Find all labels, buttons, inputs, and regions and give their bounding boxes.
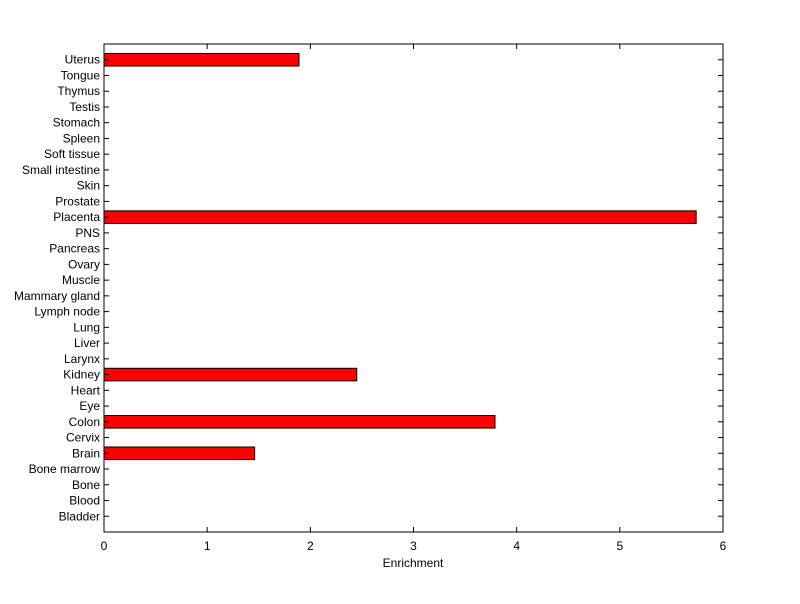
x-tick-label: 0 bbox=[101, 539, 108, 553]
y-tick-label: Tongue bbox=[61, 68, 101, 82]
y-tick-label: Mammary gland bbox=[14, 289, 100, 303]
y-tick-label: Eye bbox=[79, 399, 100, 413]
y-tick-label: Stomach bbox=[53, 116, 100, 130]
y-tick-label: Bone bbox=[72, 478, 100, 492]
y-tick-label: Lymph node bbox=[34, 305, 100, 319]
y-tick-label: Ovary bbox=[68, 257, 100, 271]
y-tick-label: Testis bbox=[69, 100, 100, 114]
x-tick-label: 3 bbox=[410, 539, 417, 553]
y-tick-label: Heart bbox=[71, 383, 101, 397]
bar-brain bbox=[103, 446, 256, 461]
bar-kidney bbox=[103, 367, 358, 382]
y-tick-label: Colon bbox=[69, 415, 100, 429]
bar-uterus bbox=[103, 52, 300, 67]
x-tick-label: 6 bbox=[720, 539, 727, 553]
y-tick-label: Prostate bbox=[55, 194, 100, 208]
x-tick-label: 5 bbox=[616, 539, 623, 553]
y-tick-label: Brain bbox=[72, 446, 100, 460]
y-tick-label: Bone marrow bbox=[29, 462, 101, 476]
y-tick-label: Skin bbox=[77, 179, 100, 193]
y-tick-label: Placenta bbox=[53, 210, 100, 224]
y-tick-label: Uterus bbox=[65, 53, 100, 67]
y-tick-label: PNS bbox=[75, 226, 100, 240]
y-tick-label: Lung bbox=[73, 320, 100, 334]
y-tick-label: Liver bbox=[74, 336, 100, 350]
y-tick-label: Larynx bbox=[64, 352, 100, 366]
y-tick-label: Kidney bbox=[63, 368, 100, 382]
y-tick-label: Muscle bbox=[62, 273, 100, 287]
x-tick-label: 2 bbox=[307, 539, 314, 553]
bar-placenta bbox=[103, 210, 697, 224]
y-tick-label: Soft tissue bbox=[44, 147, 100, 161]
x-axis-label: Enrichment bbox=[383, 556, 444, 570]
y-tick-label: Bladder bbox=[59, 509, 100, 523]
y-tick-label: Thymus bbox=[57, 84, 100, 98]
y-tick-label: Blood bbox=[69, 494, 100, 508]
y-tick-label: Spleen bbox=[63, 131, 100, 145]
bar-colon bbox=[103, 415, 496, 429]
x-tick-label: 4 bbox=[513, 539, 520, 553]
x-tick-label: 1 bbox=[204, 539, 211, 553]
y-tick-label: Pancreas bbox=[49, 242, 100, 256]
y-tick-label: Cervix bbox=[66, 431, 100, 445]
plot-frame bbox=[103, 43, 724, 533]
y-tick-label: Small intestine bbox=[22, 163, 100, 177]
